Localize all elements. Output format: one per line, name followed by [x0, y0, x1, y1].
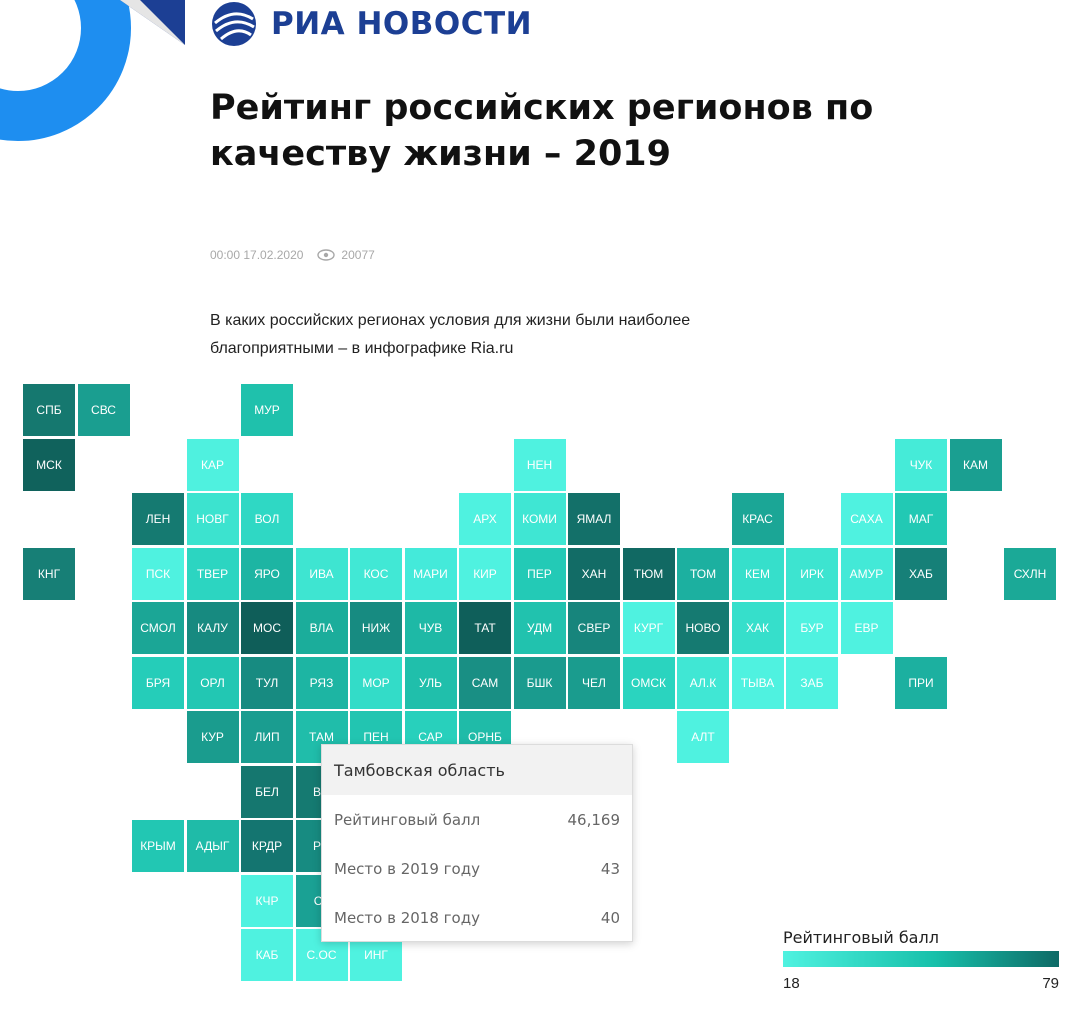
tooltip-place-2019-label: Место в 2019 году	[334, 859, 480, 878]
region-tile[interactable]: САМ	[459, 656, 511, 709]
region-tile[interactable]: КОС	[350, 547, 402, 600]
region-tile[interactable]: КРЫМ	[132, 820, 184, 872]
region-tile[interactable]: ТЮМ	[622, 547, 675, 600]
region-tile[interactable]: АЛТ	[677, 711, 729, 763]
legend-min: 18	[783, 975, 800, 992]
legend-title: Рейтинговый балл	[783, 928, 939, 947]
tooltip-place-2018-value: 40	[600, 908, 620, 927]
region-tile[interactable]: ХАБ	[895, 547, 947, 600]
eye-icon	[317, 249, 336, 261]
legend-max: 79	[1042, 975, 1059, 992]
article-datetime: 00:00 17.02.2020	[210, 248, 304, 262]
region-tile[interactable]: КОМИ	[513, 493, 566, 545]
article-lead: В каких российских регионах условия для …	[210, 312, 691, 357]
decorative-brand-shapes	[0, 0, 185, 141]
region-tile[interactable]: ВОЛ	[241, 493, 293, 545]
region-tile[interactable]: ЛИП	[241, 711, 293, 763]
region-tile[interactable]: КЕМ	[731, 547, 784, 600]
region-tile[interactable]: ХАН	[568, 547, 620, 600]
region-tile[interactable]: ЛЕН	[132, 493, 184, 545]
score-legend: Рейтинговый балл 18 79	[783, 928, 1059, 992]
region-tile[interactable]: БШК	[513, 656, 566, 709]
tooltip-score-label: Рейтинговый балл	[334, 810, 481, 829]
region-tile[interactable]: ЧЕЛ	[568, 656, 620, 709]
region-tile[interactable]: ИВА	[295, 547, 348, 600]
region-tile[interactable]: ЯРО	[241, 547, 293, 600]
tooltip-row-score: Рейтинговый балл 46,169	[322, 795, 632, 844]
region-tile[interactable]: АДЫГ	[186, 820, 239, 872]
region-tile[interactable]: СМОЛ	[132, 602, 184, 654]
tooltip-region-name: Тамбовская область	[322, 745, 632, 795]
tooltip-row-place-2018: Место в 2018 году 40	[322, 893, 632, 942]
region-tile[interactable]: МАРИ	[404, 547, 457, 600]
region-tile[interactable]: СХЛН	[1004, 547, 1056, 600]
tooltip-score-value: 46,169	[567, 810, 621, 829]
region-tile[interactable]: САХА	[840, 493, 893, 545]
region-tile[interactable]: АМУР	[840, 547, 893, 600]
region-tile[interactable]: КРАС	[731, 493, 784, 545]
region-tile[interactable]: НОВГ	[186, 493, 239, 545]
ria-globe-icon	[212, 2, 256, 46]
region-tile[interactable]: ЧУК	[895, 438, 947, 491]
region-tile[interactable]: ХАК	[731, 602, 784, 654]
region-tile[interactable]: КУР	[186, 711, 239, 763]
region-tile[interactable]: НОВО	[677, 602, 729, 654]
region-tile[interactable]: ПСК	[132, 547, 184, 600]
region-tile[interactable]: РЯЗ	[295, 656, 348, 709]
region-tile[interactable]: ЕВР	[840, 602, 893, 654]
legend-ticks: 18 79	[783, 975, 1059, 992]
tooltip-place-2018-label: Место в 2018 году	[334, 908, 480, 927]
region-tile[interactable]: ТАТ	[459, 602, 511, 654]
region-tile[interactable]: УЛЬ	[404, 656, 457, 709]
region-tile[interactable]: ЗАБ	[786, 656, 838, 709]
region-tile[interactable]: НЕН	[513, 438, 566, 491]
region-tile[interactable]: СПБ	[23, 384, 75, 436]
tooltip-row-place-2019: Место в 2019 году 43	[322, 844, 632, 893]
region-tile[interactable]: МАГ	[895, 493, 947, 545]
region-tile[interactable]: МСК	[23, 438, 75, 491]
region-tile[interactable]: МУР	[241, 384, 293, 436]
region-tile[interactable]: АРХ	[459, 493, 511, 545]
region-tile[interactable]: ВЛА	[295, 602, 348, 654]
region-tile[interactable]: ЧУВ	[404, 602, 457, 654]
region-tile[interactable]: КАБ	[241, 929, 293, 981]
region-tile[interactable]: БРЯ	[132, 656, 184, 709]
region-tile[interactable]: КУРГ	[622, 602, 675, 654]
region-tile[interactable]: ОМСК	[622, 656, 675, 709]
region-tile[interactable]: ЯМАЛ	[568, 493, 620, 545]
region-tile[interactable]: СВС	[77, 384, 130, 436]
article-views: 20077	[341, 248, 375, 262]
region-tile[interactable]: КНГ	[23, 547, 75, 600]
region-tile[interactable]: КАР	[186, 438, 239, 491]
region-tile[interactable]: КАМ	[949, 438, 1002, 491]
region-tooltip: Тамбовская область Рейтинговый балл 46,1…	[321, 744, 633, 942]
tooltip-place-2019-value: 43	[600, 859, 620, 878]
region-tile[interactable]: ТОМ	[677, 547, 729, 600]
legend-gradient-bar	[783, 951, 1059, 967]
region-tile[interactable]: АЛ.К	[677, 656, 729, 709]
region-tile[interactable]: КИР	[459, 547, 511, 600]
ria-logo[interactable]: РИА НОВОСТИ	[207, 0, 532, 48]
region-tile[interactable]: ТУЛ	[241, 656, 293, 709]
region-tile[interactable]: МОР	[350, 656, 402, 709]
article-title: Рейтинг российских регионов по качеству …	[210, 88, 874, 174]
region-tile[interactable]: КЧР	[241, 874, 293, 927]
region-tile[interactable]: СВЕР	[568, 602, 620, 654]
region-tile[interactable]: ИРК	[786, 547, 838, 600]
region-tile[interactable]: УДМ	[513, 602, 566, 654]
region-tile[interactable]: ОРЛ	[186, 656, 239, 709]
region-tile[interactable]: ТЫВА	[731, 656, 784, 709]
region-tile[interactable]: МОС	[241, 602, 293, 654]
region-tile[interactable]: НИЖ	[350, 602, 402, 654]
region-tile[interactable]: БЕЛ	[241, 765, 293, 818]
logo-text: РИА НОВОСТИ	[271, 6, 533, 42]
region-tile[interactable]: ПЕР	[513, 547, 566, 600]
region-tile[interactable]: КРДР	[241, 820, 293, 872]
article-meta: 00:00 17.02.2020 20077	[210, 248, 375, 262]
region-tile[interactable]: ПРИ	[895, 656, 947, 709]
region-tile[interactable]: ТВЕР	[186, 547, 239, 600]
region-tile[interactable]: БУР	[786, 602, 838, 654]
region-tile[interactable]: КАЛУ	[186, 602, 239, 654]
